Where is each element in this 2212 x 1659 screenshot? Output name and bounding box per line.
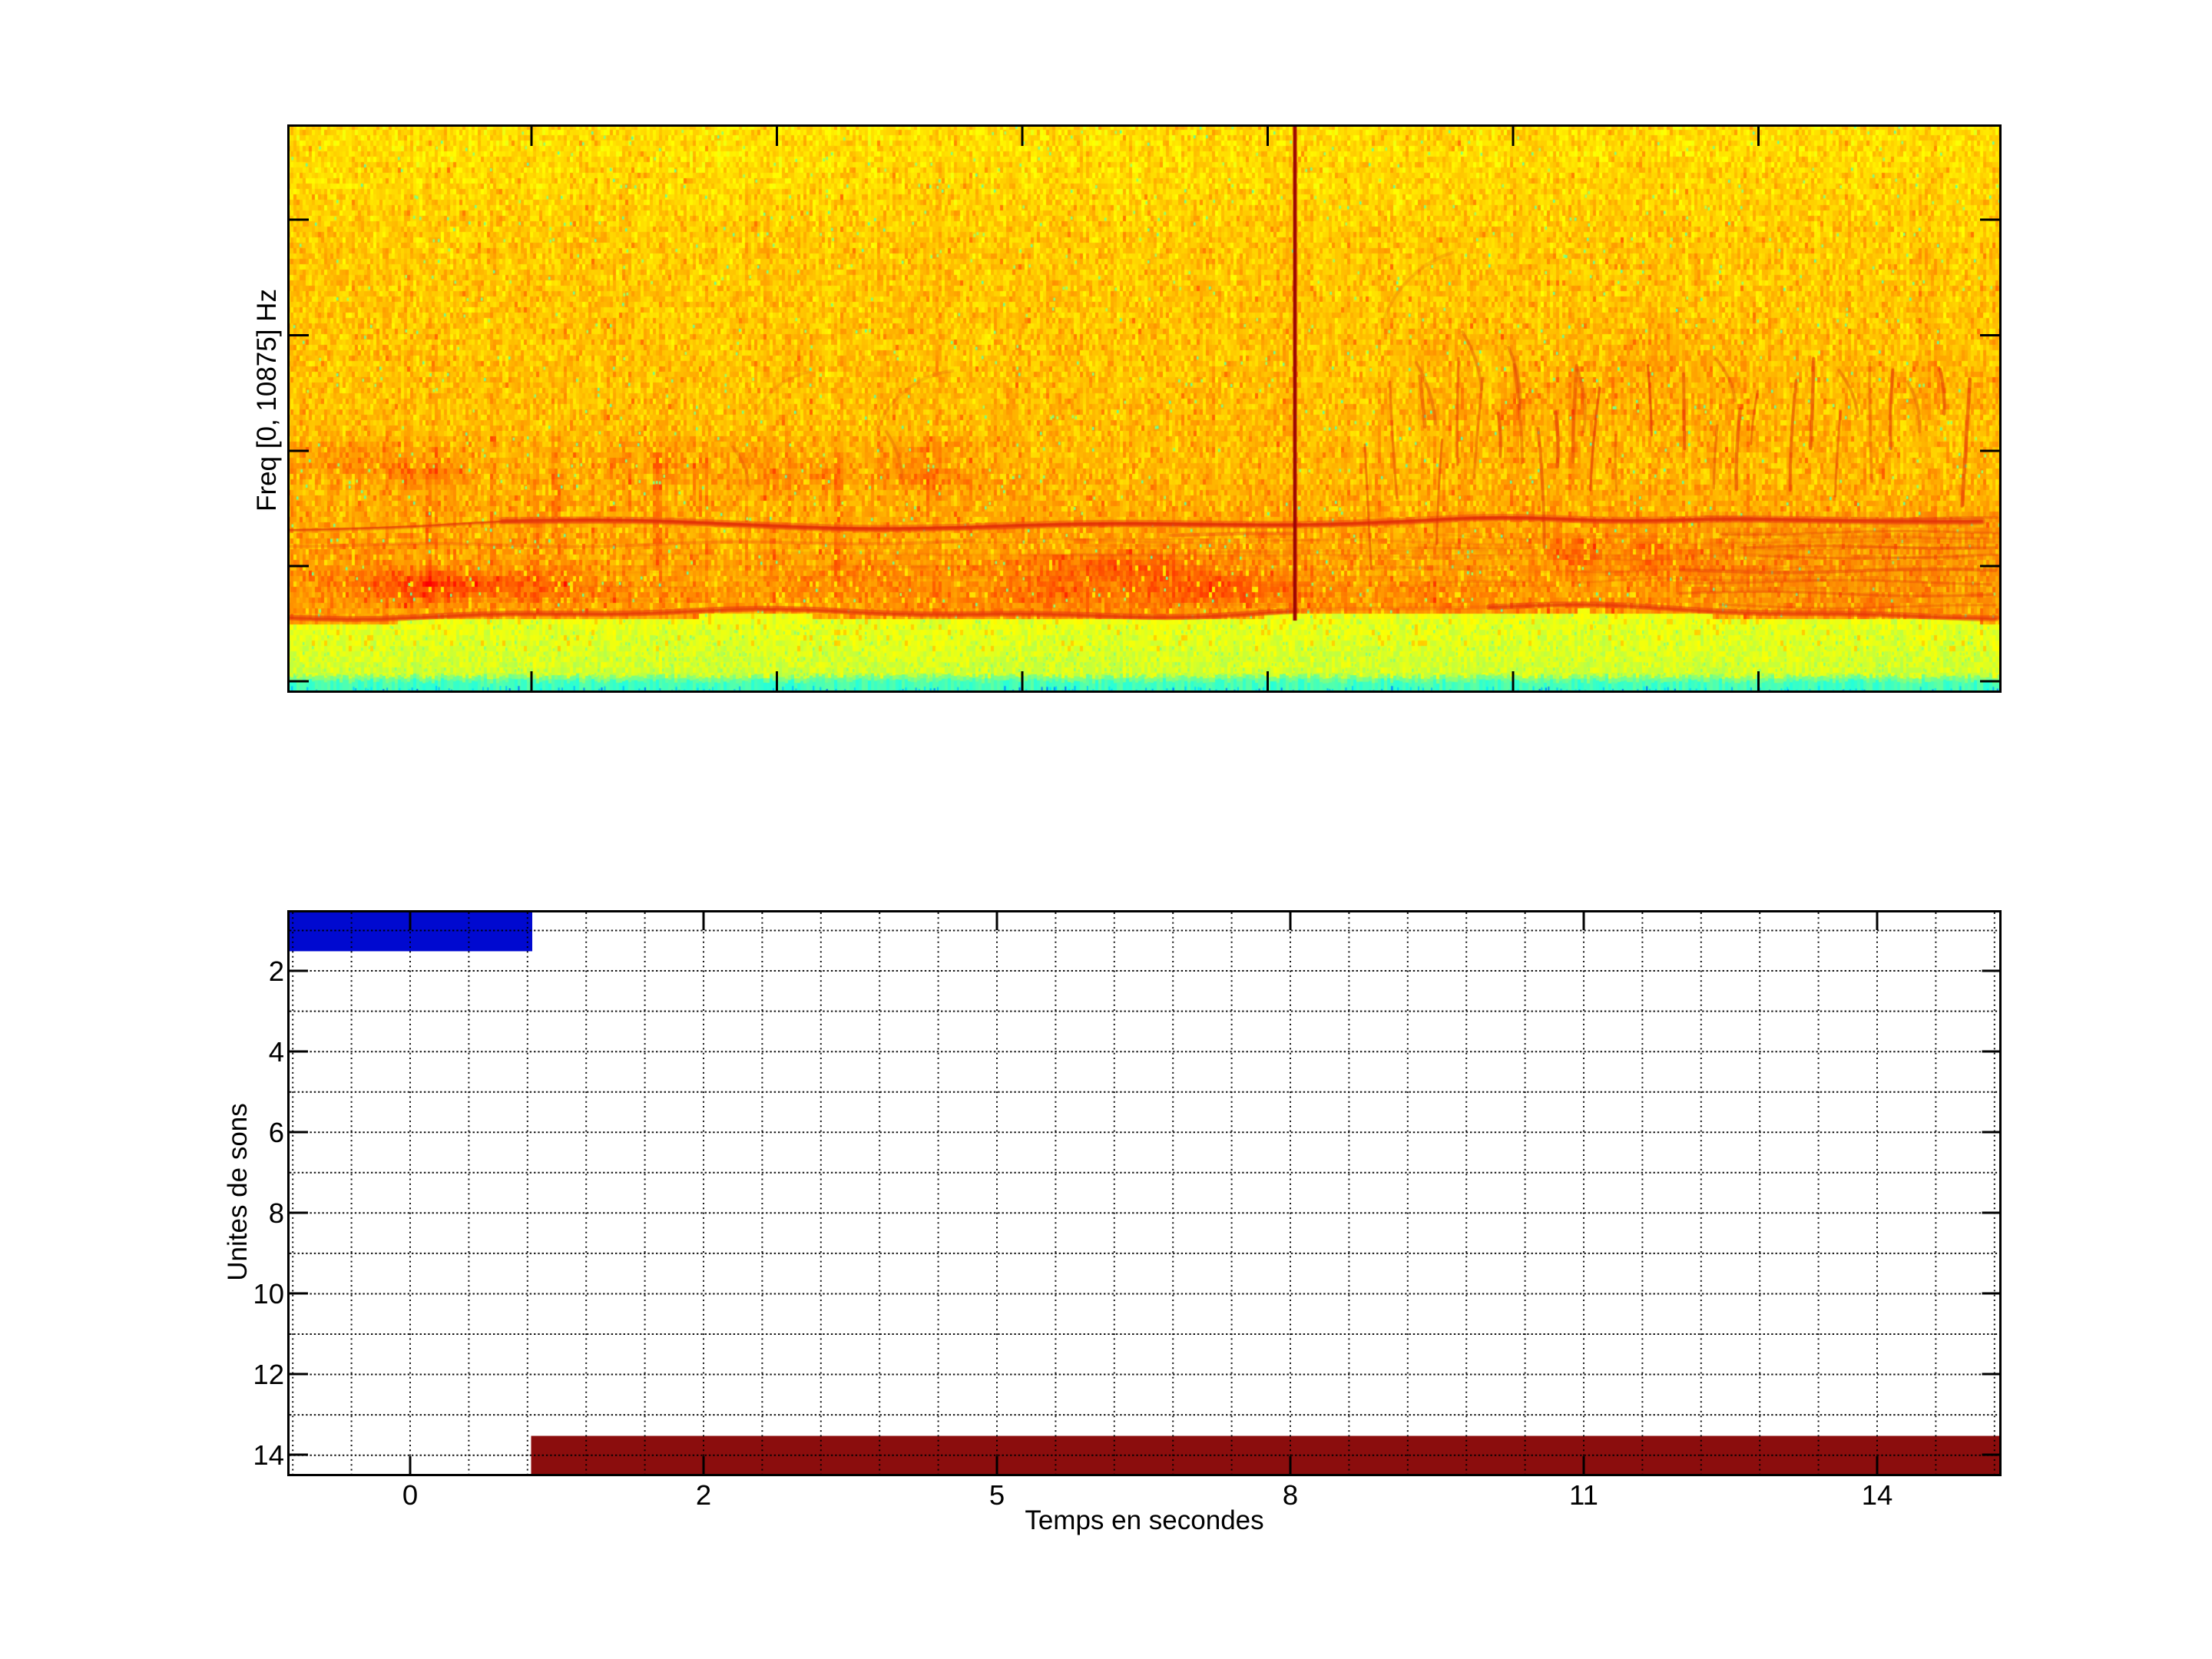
svg-text:8: 8 bbox=[269, 1197, 284, 1229]
svg-text:8: 8 bbox=[1283, 1479, 1298, 1511]
svg-text:5: 5 bbox=[989, 1479, 1005, 1511]
svg-text:11: 11 bbox=[1569, 1479, 1598, 1511]
svg-text:2: 2 bbox=[269, 955, 284, 987]
svg-text:12: 12 bbox=[253, 1359, 284, 1390]
svg-text:10: 10 bbox=[253, 1278, 284, 1310]
svg-text:2: 2 bbox=[696, 1479, 711, 1511]
svg-text:Temps en secondes: Temps en secondes bbox=[1025, 1505, 1263, 1535]
svg-text:Freq [0, 10875] Hz: Freq [0, 10875] Hz bbox=[252, 289, 282, 512]
svg-text:0: 0 bbox=[402, 1479, 418, 1511]
svg-text:14: 14 bbox=[1862, 1479, 1893, 1511]
svg-text:4: 4 bbox=[269, 1036, 284, 1068]
svg-text:Unites de sons: Unites de sons bbox=[223, 1103, 253, 1281]
svg-text:14: 14 bbox=[253, 1439, 284, 1471]
svg-text:6: 6 bbox=[269, 1117, 284, 1148]
